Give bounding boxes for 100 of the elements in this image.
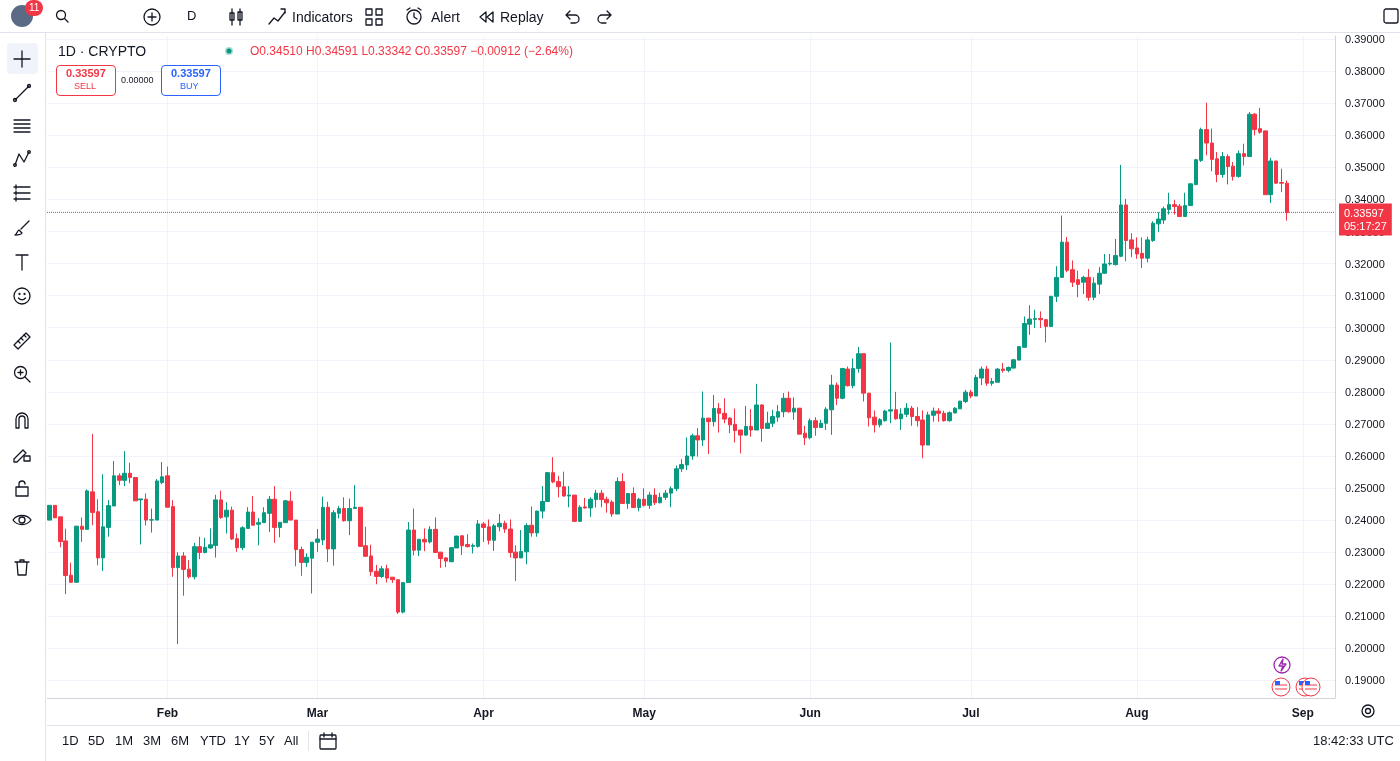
candlestick xyxy=(572,494,577,522)
candlestick xyxy=(845,366,850,387)
annotation: 0.33597 xyxy=(66,67,106,80)
candlestick xyxy=(894,391,898,421)
y-tick-label: 0.25000 xyxy=(1345,482,1385,495)
y-tick-label: 0.23000 xyxy=(1345,546,1385,559)
text: 1D xyxy=(62,733,79,749)
candlestick xyxy=(808,417,812,440)
y-tick-label: 0.26000 xyxy=(1345,449,1385,462)
candlestick xyxy=(85,488,89,530)
candlestick xyxy=(706,417,711,455)
y-tick-label: 0.27000 xyxy=(1345,417,1385,430)
y-tick-label: 0.22000 xyxy=(1345,578,1385,591)
candlestick xyxy=(219,490,223,520)
text: 5Y xyxy=(259,733,275,749)
y-tick-label: 0.37000 xyxy=(1345,97,1385,110)
annotation: BUY xyxy=(180,81,199,92)
candlestick xyxy=(1001,362,1005,374)
candlestick xyxy=(342,496,346,523)
candlestick xyxy=(840,367,845,400)
candlestick xyxy=(985,365,989,387)
candlestick xyxy=(813,416,818,437)
text: 1D · CRYPTO xyxy=(58,43,147,59)
y-tick-label: 0.24000 xyxy=(1345,514,1385,527)
text: 1M xyxy=(115,733,134,749)
candlestick xyxy=(583,497,587,510)
candlestick xyxy=(197,536,202,560)
candlestick xyxy=(326,501,330,563)
candlestick xyxy=(620,472,625,505)
y-tick-label: 0.31000 xyxy=(1345,289,1385,302)
text: Alert xyxy=(431,9,460,26)
text: YTD xyxy=(200,733,226,749)
x-tick-label: Mar xyxy=(306,706,329,720)
candlestick xyxy=(647,491,652,510)
candlestick xyxy=(428,525,432,544)
candlestick xyxy=(642,487,646,508)
candlestick xyxy=(529,506,534,538)
candlestick xyxy=(1086,268,1091,302)
x-tick-label: Jul xyxy=(962,706,980,720)
candlestick xyxy=(272,485,277,544)
y-tick-label: 0.19000 xyxy=(1345,674,1385,687)
candlestick xyxy=(615,476,620,515)
candlestick xyxy=(786,391,791,414)
candlestick xyxy=(1081,275,1086,295)
candlestick xyxy=(1247,111,1252,158)
candlestick xyxy=(744,405,748,437)
candlestick xyxy=(144,492,148,527)
candlestick xyxy=(754,383,759,431)
candlestick xyxy=(1242,143,1246,167)
candlestick xyxy=(969,389,973,399)
candlestick xyxy=(176,551,180,645)
candlestick xyxy=(412,508,416,556)
candlestick xyxy=(192,542,197,580)
text: 6M xyxy=(171,733,190,749)
candlestick xyxy=(422,527,427,552)
annotation: SELL xyxy=(74,81,97,92)
text: 18:42:33 UTC xyxy=(1313,733,1394,749)
candlestick xyxy=(417,538,421,557)
candlestick xyxy=(122,450,127,487)
x-tick-label: Jun xyxy=(799,706,821,720)
annotation: 0.33597 xyxy=(171,67,211,80)
text: 5D xyxy=(88,733,105,749)
candlestick xyxy=(637,497,641,512)
y-tick-label: 0.29000 xyxy=(1345,353,1385,366)
text: 1Y xyxy=(234,733,250,749)
text: 05:17:27 xyxy=(1344,219,1387,232)
text: D xyxy=(187,8,197,24)
text: All xyxy=(284,733,299,749)
candlestick xyxy=(138,498,143,545)
candlestick xyxy=(749,408,753,438)
x-tick-label: May xyxy=(632,706,657,720)
text: O0.34510 H0.34591 L0.33342 C0.33597 −0.00912 (−2.64%) xyxy=(250,44,573,58)
y-tick-label: 0.32000 xyxy=(1345,257,1385,270)
candlestick xyxy=(224,501,229,535)
candlestick xyxy=(47,504,52,521)
candlestick xyxy=(1220,151,1225,179)
candlestick xyxy=(760,403,764,443)
candlestick xyxy=(379,565,384,579)
y-tick-label: 0.39000 xyxy=(1345,33,1385,46)
y-tick-label: 0.30000 xyxy=(1345,321,1385,334)
x-tick-label: Apr xyxy=(473,706,495,720)
candlestick xyxy=(653,487,657,506)
y-tick-label: 0.28000 xyxy=(1345,385,1385,398)
annotation: 0.00000 xyxy=(121,75,154,86)
candlestick xyxy=(1236,149,1241,179)
candlestick xyxy=(567,485,571,508)
candlestick xyxy=(626,492,630,510)
candlestick xyxy=(835,382,839,406)
candlestick xyxy=(117,472,122,486)
candlestick xyxy=(631,486,636,509)
candlestick xyxy=(792,396,796,421)
y-tick-label: 0.35000 xyxy=(1345,161,1385,174)
candlestick xyxy=(712,394,716,427)
y-tick-label: 0.34000 xyxy=(1345,193,1385,206)
y-tick-label: 0.21000 xyxy=(1345,610,1385,623)
candlestick xyxy=(1268,157,1273,204)
text: Indicators xyxy=(292,9,353,26)
candlestick xyxy=(578,504,582,523)
candlestick xyxy=(701,391,705,447)
candlestick xyxy=(74,525,79,584)
